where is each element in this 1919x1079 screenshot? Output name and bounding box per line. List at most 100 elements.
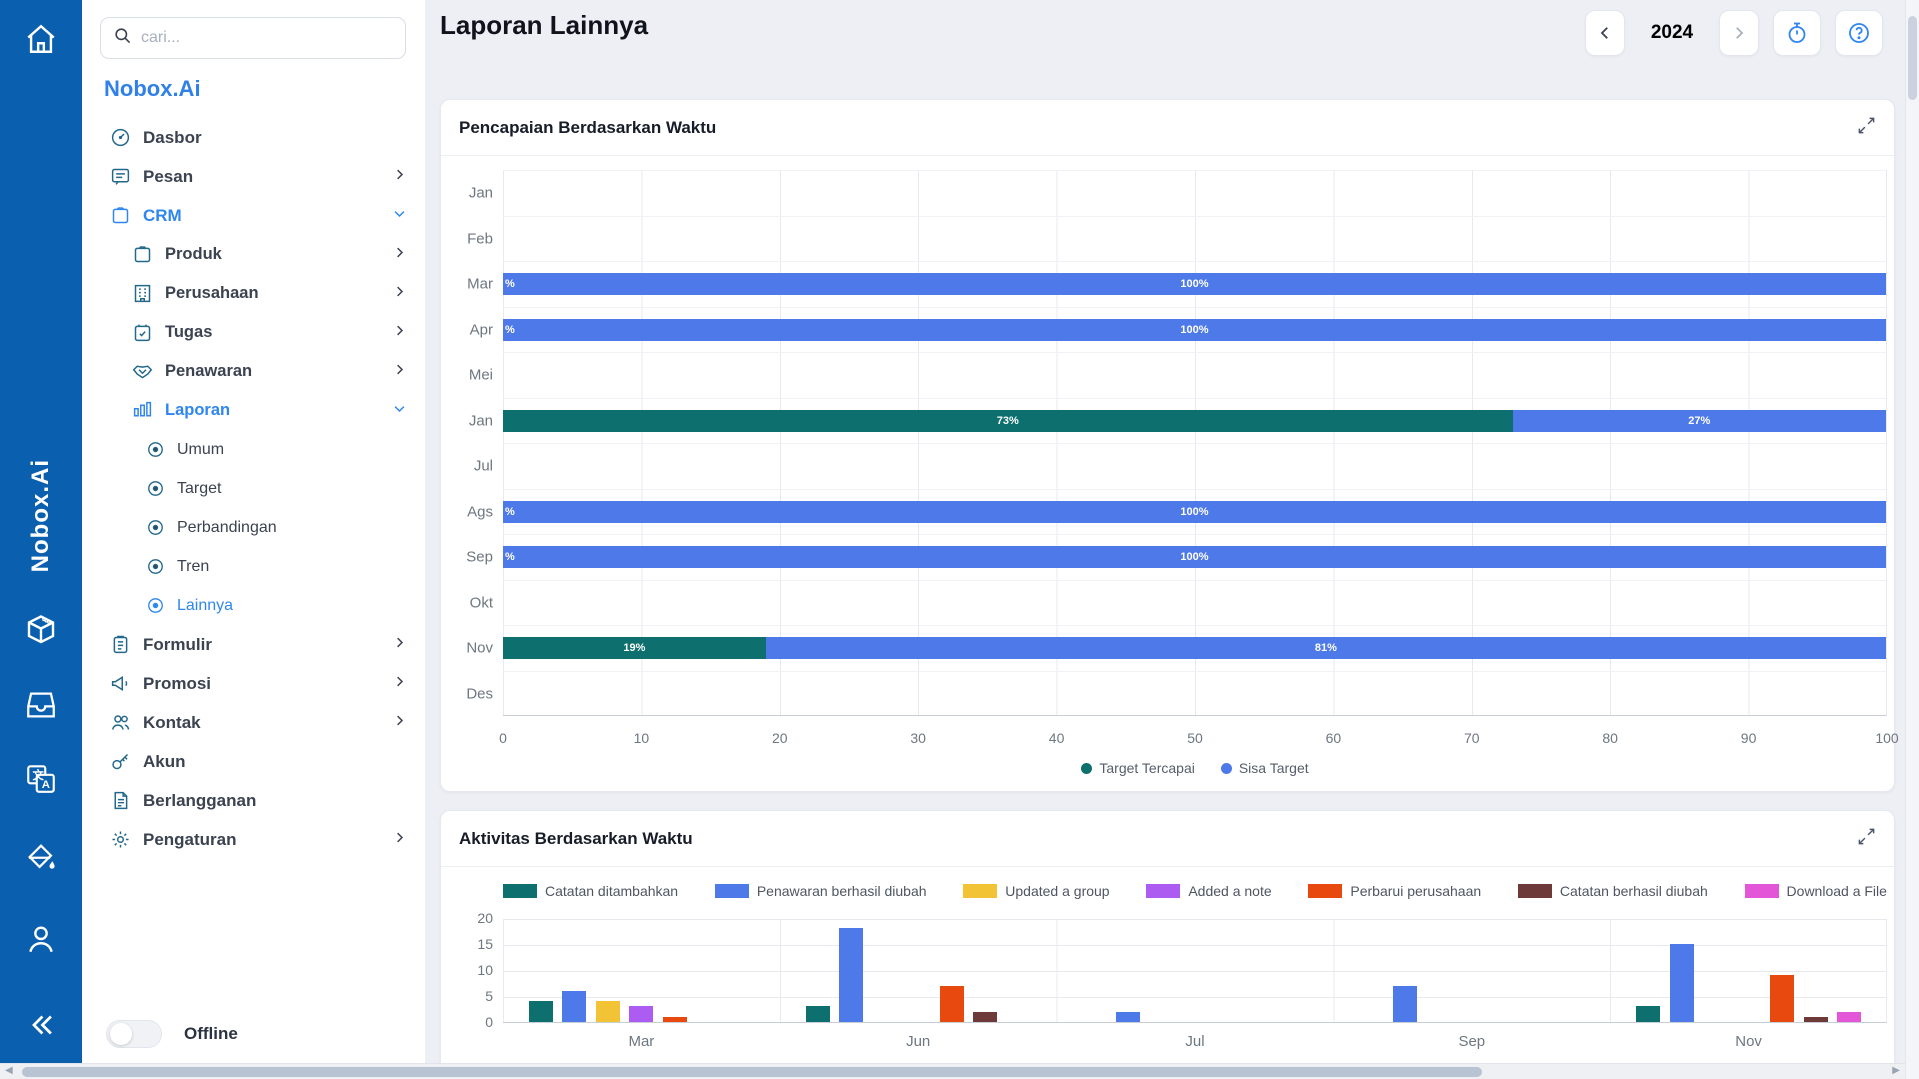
- chart1-xticks: 0 10 20 30 40 50 60 70 80 90 100: [499, 730, 1899, 750]
- chart1-category-label: Jan: [468, 412, 493, 430]
- bar-start-label: %: [505, 323, 515, 336]
- company-icon: [134, 284, 151, 303]
- box-icon[interactable]: [0, 612, 82, 648]
- x-tick-label: 50: [1187, 730, 1203, 746]
- sidebar-item-crm[interactable]: CRM: [82, 196, 425, 235]
- sidebar-item-tren[interactable]: Tren: [82, 547, 425, 586]
- bar-start-label: %: [505, 505, 515, 518]
- expand-icon[interactable]: [1857, 827, 1876, 851]
- sidebar-item-laporan[interactable]: Laporan: [82, 391, 425, 430]
- page-title: Laporan Lainnya: [440, 10, 649, 40]
- x-tick-label: 80: [1602, 730, 1618, 746]
- bar-start-label: %: [505, 278, 515, 291]
- legend-item[interactable]: Catatan ditambahkan: [503, 883, 678, 899]
- horizontal-scrollbar[interactable]: ◀ ▶: [0, 1063, 1905, 1079]
- sidebar-item-target[interactable]: Target: [82, 469, 425, 508]
- x-tick-label: 30: [910, 730, 926, 746]
- chevron-right-icon[interactable]: [392, 830, 407, 850]
- prev-year-button[interactable]: [1585, 10, 1625, 56]
- search-box[interactable]: [100, 17, 406, 59]
- bar-nov-1: [1669, 944, 1694, 1022]
- next-year-button[interactable]: [1719, 10, 1759, 56]
- promo-icon: [111, 676, 128, 691]
- bar-segment: 73%: [503, 409, 1513, 432]
- sidebar-item-akun[interactable]: Akun: [82, 742, 425, 781]
- sidebar-item-kontak[interactable]: Kontak: [82, 703, 425, 742]
- settings-icon: [112, 831, 129, 848]
- help-button[interactable]: [1835, 10, 1883, 56]
- user-icon[interactable]: [0, 922, 82, 956]
- chart2-xlabels: Mar Jun Jul Sep Nov: [503, 1033, 1887, 1055]
- sidebar-item-label: Lainnya: [177, 596, 234, 614]
- legend-item[interactable]: Sisa Target: [1220, 760, 1309, 776]
- chevron-down-icon[interactable]: [392, 206, 407, 226]
- sidebar-item-berlangganan[interactable]: Berlangganan: [82, 781, 425, 820]
- vertical-scrollbar[interactable]: [1905, 0, 1919, 1079]
- sidebar-item-perusahaan[interactable]: Perusahaan: [82, 274, 425, 313]
- chart1-row-nov-10: Nov 19% 81%: [466, 625, 1886, 671]
- sidebar-item-label: Target: [177, 479, 222, 497]
- sidebar-item-pesan[interactable]: Pesan: [82, 157, 425, 196]
- chevron-right-icon[interactable]: [392, 674, 407, 694]
- sidebar-item-label: Penawaran: [165, 362, 253, 380]
- bar-jun-4: [939, 985, 964, 1022]
- sidebar-item-formulir[interactable]: Formulir: [82, 625, 425, 664]
- legend-item[interactable]: Perbarui perusahaan: [1308, 883, 1481, 899]
- sidebar-item-lainnya[interactable]: Lainnya: [82, 586, 425, 625]
- sidebar-item-label: Dasbor: [143, 127, 202, 147]
- sidebar-item-umum[interactable]: Umum: [82, 430, 425, 469]
- home-icon[interactable]: [0, 22, 82, 56]
- legend-item[interactable]: Target Tercapai: [1081, 760, 1195, 776]
- chevron-right-icon[interactable]: [392, 362, 407, 382]
- chart2-category-label: Mar: [628, 1033, 655, 1050]
- x-tick-label: 40: [1048, 730, 1065, 746]
- legend-item[interactable]: Penawaran berhasil diubah: [714, 883, 927, 899]
- chart1-row-mar-2: Mar% 100%: [467, 261, 1886, 307]
- paint-icon[interactable]: [0, 840, 82, 874]
- sidebar-item-perbandingan[interactable]: Perbandingan: [82, 508, 425, 547]
- legend-item[interactable]: Download a File: [1744, 883, 1887, 899]
- sidebar-item-promosi[interactable]: Promosi: [82, 664, 425, 703]
- chevron-right-icon[interactable]: [392, 323, 407, 343]
- chevron-right-icon[interactable]: [392, 635, 407, 655]
- sidebar-item-produk[interactable]: Produk: [82, 235, 425, 274]
- sidebar-item-penawaran[interactable]: Penawaran: [82, 352, 425, 391]
- expand-icon[interactable]: [1857, 116, 1876, 140]
- rail-brand-vertical: Nobox.Ai: [27, 458, 54, 573]
- inbox-icon[interactable]: [0, 688, 82, 722]
- chart1-category-label: Sep: [466, 548, 493, 566]
- chart1-row-jan-5: Jan 73% 27%: [469, 397, 1886, 444]
- history-button[interactable]: [1773, 10, 1821, 56]
- history-icon: [1788, 22, 1806, 43]
- bar-sep-1: [1392, 985, 1417, 1022]
- chevron-down-icon[interactable]: [392, 401, 407, 421]
- offline-row: Offline: [106, 1020, 238, 1048]
- chevron-right-icon[interactable]: [392, 167, 407, 187]
- sidebar-item-pengaturan[interactable]: Pengaturan: [82, 820, 425, 859]
- y-tick-label: 20: [477, 910, 493, 926]
- radio-icon: [148, 598, 163, 613]
- search-input[interactable]: [141, 29, 393, 47]
- collapse-icon[interactable]: [0, 1008, 82, 1042]
- x-tick-label: 20: [772, 730, 788, 746]
- chevron-right-icon[interactable]: [392, 284, 407, 304]
- sidebar-menu: Dasbor Pesan CRM Produk Perusahaan Tugas Penaw…: [82, 118, 425, 859]
- chart2-plot: 0 5 10 15 20: [477, 910, 1887, 1030]
- bar-segment: 27%: [1512, 409, 1886, 432]
- header-controls: 2024: [1585, 10, 1883, 56]
- sidebar-brand: Nobox.Ai: [104, 76, 201, 101]
- legend-item[interactable]: Catatan berhasil diubah: [1517, 883, 1708, 899]
- legend-item[interactable]: Updated a group: [963, 883, 1110, 899]
- chevron-right-icon[interactable]: [392, 713, 407, 733]
- offline-toggle[interactable]: [106, 1020, 162, 1048]
- legend-item[interactable]: Added a note: [1146, 883, 1272, 899]
- sidebar-item-tugas[interactable]: Tugas: [82, 313, 425, 352]
- bar-jul-1: [1116, 1011, 1140, 1022]
- chevron-right-icon[interactable]: [392, 245, 407, 265]
- chart1-row-apr-3: Apr% 100%: [470, 306, 1886, 353]
- sidebar-item-dasbor[interactable]: Dasbor: [82, 118, 425, 157]
- chart2-category-label: Jul: [1185, 1033, 1205, 1050]
